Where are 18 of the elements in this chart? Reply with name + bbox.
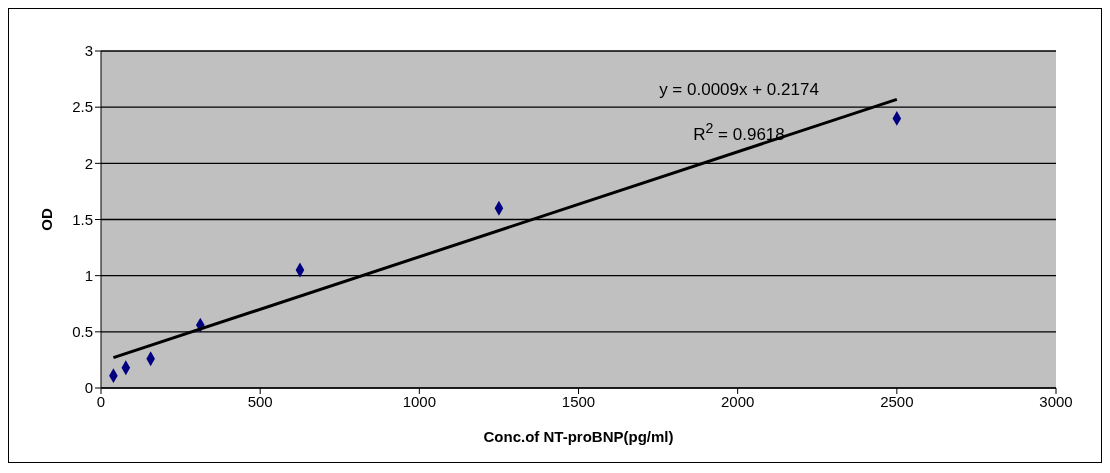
x-axis-title: Conc.of NT-proBNP(pg/ml) [483,428,674,445]
x-tick-label: 2500 [880,392,914,410]
y-axis-title: OD [38,208,56,231]
x-tick-label: 500 [247,392,273,410]
y-tick-label: 2.5 [72,98,93,116]
y-tick-label: 1.5 [72,210,93,228]
y-tick-label: 3 [84,42,93,60]
y-tick-label: 1 [84,266,93,284]
x-tick-label: 1000 [402,392,437,410]
y-tick-label: 0 [84,379,93,397]
x-tick-label: 0 [96,392,106,410]
x-tick-label: 1500 [561,392,596,410]
annotation: y = 0.0009x + 0.2174 [658,79,820,101]
x-tick-label: 3000 [1039,392,1073,410]
annotation: R$^{2}$ = 0.9618 [692,119,786,146]
y-tick-label: 0.5 [72,323,93,341]
x-tick-label: 2000 [720,392,755,410]
y-tick-label: 2 [84,154,93,172]
